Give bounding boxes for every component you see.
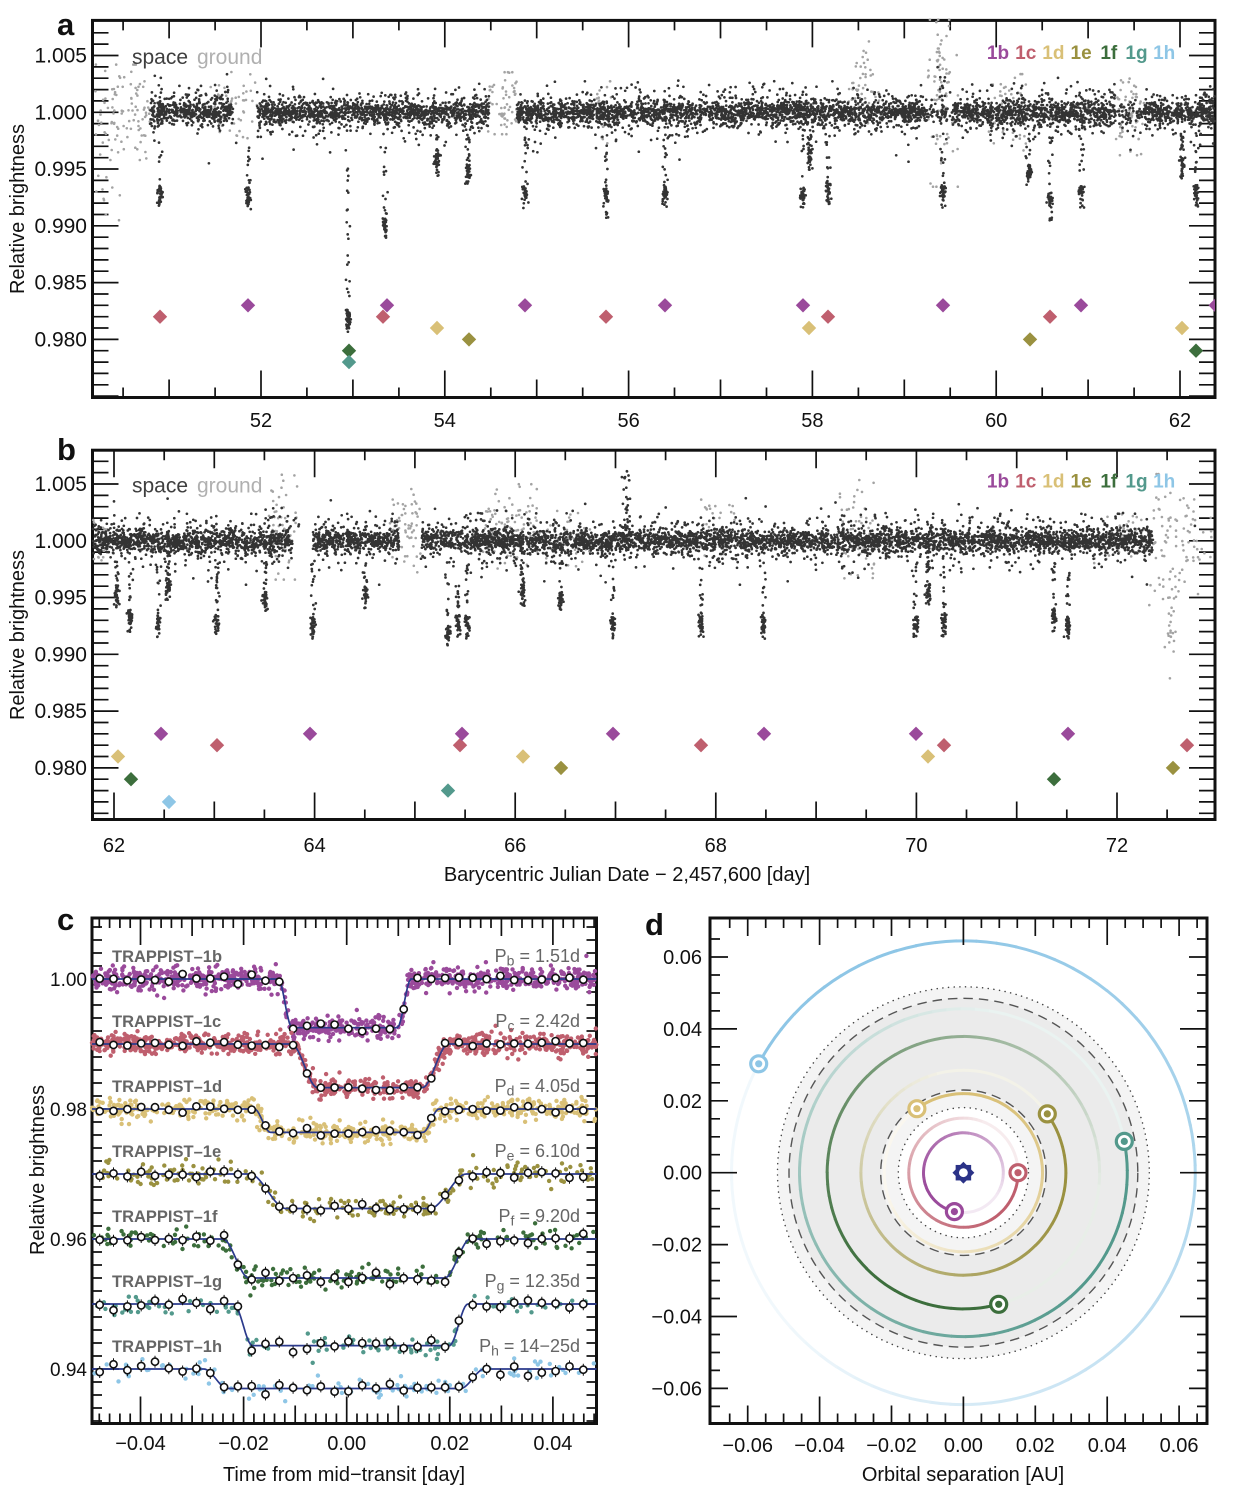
svg-text:1.000: 1.000: [34, 530, 87, 553]
svg-text:60: 60: [985, 410, 1007, 432]
svg-text:0.00: 0.00: [944, 1435, 983, 1457]
svg-text:−0.02: −0.02: [866, 1435, 917, 1457]
svg-text:54: 54: [434, 410, 456, 432]
svg-text:1d: 1d: [1042, 43, 1064, 64]
svg-text:1.005: 1.005: [34, 473, 87, 496]
svg-text:0.02: 0.02: [1016, 1435, 1055, 1457]
svg-text:Orbital separation [AU]: Orbital separation [AU]: [862, 1464, 1064, 1486]
svg-text:Pe = 6.10d: Pe = 6.10d: [495, 1141, 580, 1164]
svg-text:1h: 1h: [1153, 472, 1175, 493]
svg-text:Pc = 2.42d: Pc = 2.42d: [495, 1011, 580, 1034]
svg-text:0.995: 0.995: [34, 158, 87, 181]
svg-text:1.005: 1.005: [34, 45, 87, 68]
svg-text:0.985: 0.985: [34, 700, 87, 723]
svg-text:0.990: 0.990: [34, 643, 87, 666]
svg-text:0.980: 0.980: [34, 757, 87, 780]
svg-text:−0.02: −0.02: [218, 1433, 269, 1455]
svg-text:space: space: [132, 475, 188, 498]
svg-text:space: space: [132, 46, 188, 69]
svg-text:Pg = 12.35d: Pg = 12.35d: [485, 1271, 580, 1294]
svg-text:TRAPPIST–1h: TRAPPIST–1h: [112, 1338, 222, 1356]
svg-text:Relative brightness: Relative brightness: [7, 550, 29, 720]
svg-text:62: 62: [103, 835, 125, 857]
svg-text:1f: 1f: [1100, 472, 1118, 493]
svg-text:0.980: 0.980: [34, 328, 87, 351]
svg-text:56: 56: [617, 410, 639, 432]
svg-text:Pf = 9.20d: Pf = 9.20d: [499, 1206, 580, 1229]
svg-text:Relative brightness: Relative brightness: [27, 1085, 49, 1255]
svg-text:1e: 1e: [1071, 472, 1092, 493]
svg-text:−0.04: −0.04: [651, 1307, 702, 1329]
svg-text:0.04: 0.04: [1088, 1435, 1127, 1457]
svg-text:d: d: [645, 907, 664, 942]
svg-text:TRAPPIST–1d: TRAPPIST–1d: [112, 1078, 222, 1096]
svg-text:0.94: 0.94: [50, 1360, 87, 1381]
svg-text:−0.04: −0.04: [115, 1433, 166, 1455]
svg-text:TRAPPIST–1g: TRAPPIST–1g: [112, 1273, 222, 1291]
svg-text:−0.04: −0.04: [794, 1435, 845, 1457]
svg-text:0.00: 0.00: [663, 1163, 702, 1185]
svg-text:Ph = 14−25d: Ph = 14−25d: [479, 1336, 580, 1359]
svg-text:1.000: 1.000: [34, 101, 87, 124]
svg-text:0.02: 0.02: [663, 1091, 702, 1113]
svg-text:a: a: [57, 7, 75, 42]
svg-text:0.06: 0.06: [663, 947, 702, 969]
svg-text:TRAPPIST–1c: TRAPPIST–1c: [112, 1013, 221, 1031]
svg-text:0.985: 0.985: [34, 272, 87, 295]
svg-text:−0.02: −0.02: [651, 1235, 702, 1257]
svg-text:52: 52: [250, 410, 272, 432]
svg-text:Barycentric Julian Date − 2,45: Barycentric Julian Date − 2,457,600 [day…: [444, 864, 810, 886]
svg-text:62: 62: [1169, 410, 1191, 432]
svg-text:1c: 1c: [1015, 472, 1037, 493]
svg-text:TRAPPIST–1e: TRAPPIST–1e: [112, 1143, 221, 1161]
svg-text:1.00: 1.00: [50, 970, 87, 991]
svg-text:72: 72: [1106, 835, 1128, 857]
svg-text:68: 68: [705, 835, 727, 857]
svg-text:c: c: [57, 902, 74, 937]
svg-text:−0.06: −0.06: [722, 1435, 773, 1457]
svg-text:TRAPPIST–1f: TRAPPIST–1f: [112, 1208, 218, 1226]
svg-text:1g: 1g: [1125, 43, 1147, 64]
svg-text:0.00: 0.00: [327, 1433, 366, 1455]
svg-text:1e: 1e: [1071, 43, 1092, 64]
svg-text:1b: 1b: [987, 472, 1009, 493]
svg-text:66: 66: [504, 835, 526, 857]
svg-text:1f: 1f: [1100, 43, 1118, 64]
svg-text:−0.06: −0.06: [651, 1378, 702, 1400]
svg-text:1b: 1b: [987, 43, 1009, 64]
svg-text:0.04: 0.04: [533, 1433, 572, 1455]
svg-text:58: 58: [801, 410, 823, 432]
svg-text:0.98: 0.98: [50, 1100, 87, 1121]
svg-text:Pb = 1.51d: Pb = 1.51d: [495, 946, 580, 969]
svg-text:b: b: [57, 432, 76, 467]
svg-text:ground: ground: [197, 46, 262, 69]
svg-text:Relative brightness: Relative brightness: [7, 124, 29, 294]
svg-text:1h: 1h: [1153, 43, 1175, 64]
svg-text:ground: ground: [197, 475, 262, 498]
svg-text:1g: 1g: [1125, 472, 1147, 493]
svg-text:64: 64: [303, 835, 325, 857]
svg-text:0.96: 0.96: [50, 1230, 87, 1251]
svg-text:Pd = 4.05d: Pd = 4.05d: [495, 1076, 580, 1099]
svg-text:70: 70: [905, 835, 927, 857]
svg-text:TRAPPIST–1b: TRAPPIST–1b: [112, 948, 222, 966]
svg-text:Time from mid−transit [day]: Time from mid−transit [day]: [223, 1464, 465, 1486]
svg-text:0.04: 0.04: [663, 1019, 702, 1041]
svg-text:0.995: 0.995: [34, 587, 87, 610]
svg-text:1d: 1d: [1042, 472, 1064, 493]
svg-text:1c: 1c: [1015, 43, 1037, 64]
svg-text:0.02: 0.02: [430, 1433, 469, 1455]
svg-text:0.990: 0.990: [34, 215, 87, 238]
svg-text:0.06: 0.06: [1160, 1435, 1199, 1457]
